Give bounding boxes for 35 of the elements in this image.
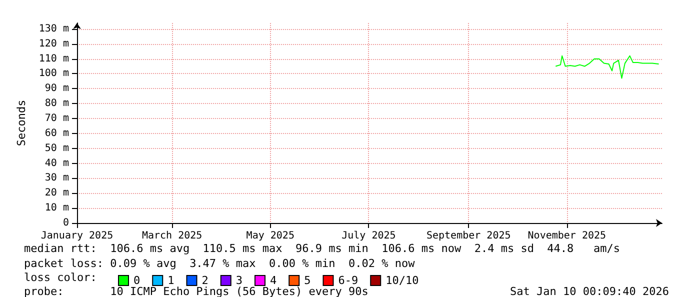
y-tick-label: 90 m	[44, 83, 69, 94]
y-tick-label: 30 m	[44, 172, 69, 184]
y-tick-label: 120 m	[38, 38, 69, 50]
text: packet loss: 0.09 % avg 3.47 % max 0.00 % min 0.02 % now	[24, 257, 416, 270]
x-tick-label: November 2025	[528, 230, 606, 242]
y-tick-label: 130 m	[38, 23, 69, 34]
y-tick-label: 110 m	[38, 53, 69, 64]
y-tick-label: 100 m	[38, 68, 69, 80]
legend-label: 2	[202, 274, 208, 287]
text: median rtt: 106.6 ms avg 110.5 ms max 96.9 ms min 106.6 ms now 2.4 ms sd 44.8 am/s	[24, 242, 620, 255]
x-tick-label: March 2025	[142, 230, 202, 242]
y-tick-label: 80 m	[44, 98, 69, 110]
y-tick-label: 50 m	[44, 142, 69, 154]
x-tick-label: January 2025	[40, 230, 114, 242]
legend-label: 1	[168, 274, 174, 287]
text: Sat Jan 10 00:09:40 2026	[510, 285, 670, 297]
y-tick-label: 40 m	[44, 158, 69, 169]
legend-label: 10/10	[386, 274, 419, 287]
legend-title: loss color:	[24, 271, 97, 284]
y-tick-label: 10 m	[44, 202, 69, 214]
x-tick-label: July 2025	[342, 230, 396, 242]
text: probe: 10 ICMP Echo Pings (56 Bytes) every 90s	[24, 285, 368, 297]
y-tick-label: 60 m	[44, 128, 69, 139]
legend-label: 5	[304, 274, 311, 287]
legend-label: 4	[270, 274, 277, 287]
y-tick-label: 0	[62, 218, 69, 228]
y-tick-label: 20 m	[44, 188, 69, 199]
y-tick-label: 70 m	[44, 113, 69, 124]
line-series	[555, 55, 660, 79]
x-tick-label: May 2025	[246, 230, 294, 242]
legend-label: 6-9	[338, 274, 358, 287]
legend-label: 3	[236, 274, 242, 287]
legend-label: 0	[134, 274, 140, 287]
x-tick-label: September 2025	[426, 230, 511, 242]
y-axis-title: Seconds	[15, 100, 28, 146]
